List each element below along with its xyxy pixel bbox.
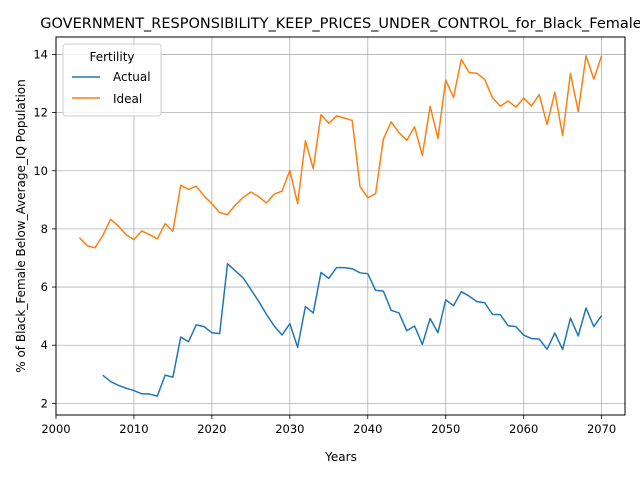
x-tick-label: 2040 (353, 422, 382, 436)
x-tick-label: 2030 (275, 422, 304, 436)
y-tick-label: 12 (33, 106, 48, 120)
legend-title: Fertility (89, 50, 134, 64)
legend-label-ideal: Ideal (113, 92, 142, 106)
y-axis-ticks: 2 4 6 8 10 12 14 (33, 47, 56, 410)
y-tick-label: 8 (41, 222, 48, 236)
x-tick-label: 2060 (509, 422, 538, 436)
y-tick-label: 14 (33, 47, 48, 61)
y-tick-label: 10 (33, 164, 48, 178)
chart-title: GOVERNMENT_RESPONSIBILITY_KEEP_PRICES_UN… (40, 16, 640, 32)
x-tick-label: 2000 (41, 422, 70, 436)
y-tick-label: 6 (41, 280, 48, 294)
y-tick-label: 4 (41, 338, 48, 352)
x-axis-label: Years (324, 450, 357, 464)
x-tick-label: 2010 (119, 422, 148, 436)
plot-frame (55, 36, 626, 416)
series-lines (78, 55, 603, 397)
legend-label-actual: Actual (113, 70, 151, 84)
legend: Fertility Actual Ideal (62, 43, 162, 117)
grid-lines (55, 37, 625, 415)
y-tick-label: 2 (41, 396, 48, 410)
x-tick-label: 2020 (197, 422, 226, 436)
x-tick-label: 2050 (431, 422, 460, 436)
x-axis-ticks: 2000 2010 2020 2030 2040 2050 2060 2070 (41, 415, 616, 436)
x-tick-label: 2070 (587, 422, 616, 436)
y-axis-label: % of Black_Female Below_Average_IQ Popul… (14, 79, 28, 373)
series-line-ideal (78, 55, 603, 249)
series-line-actual (102, 263, 603, 397)
